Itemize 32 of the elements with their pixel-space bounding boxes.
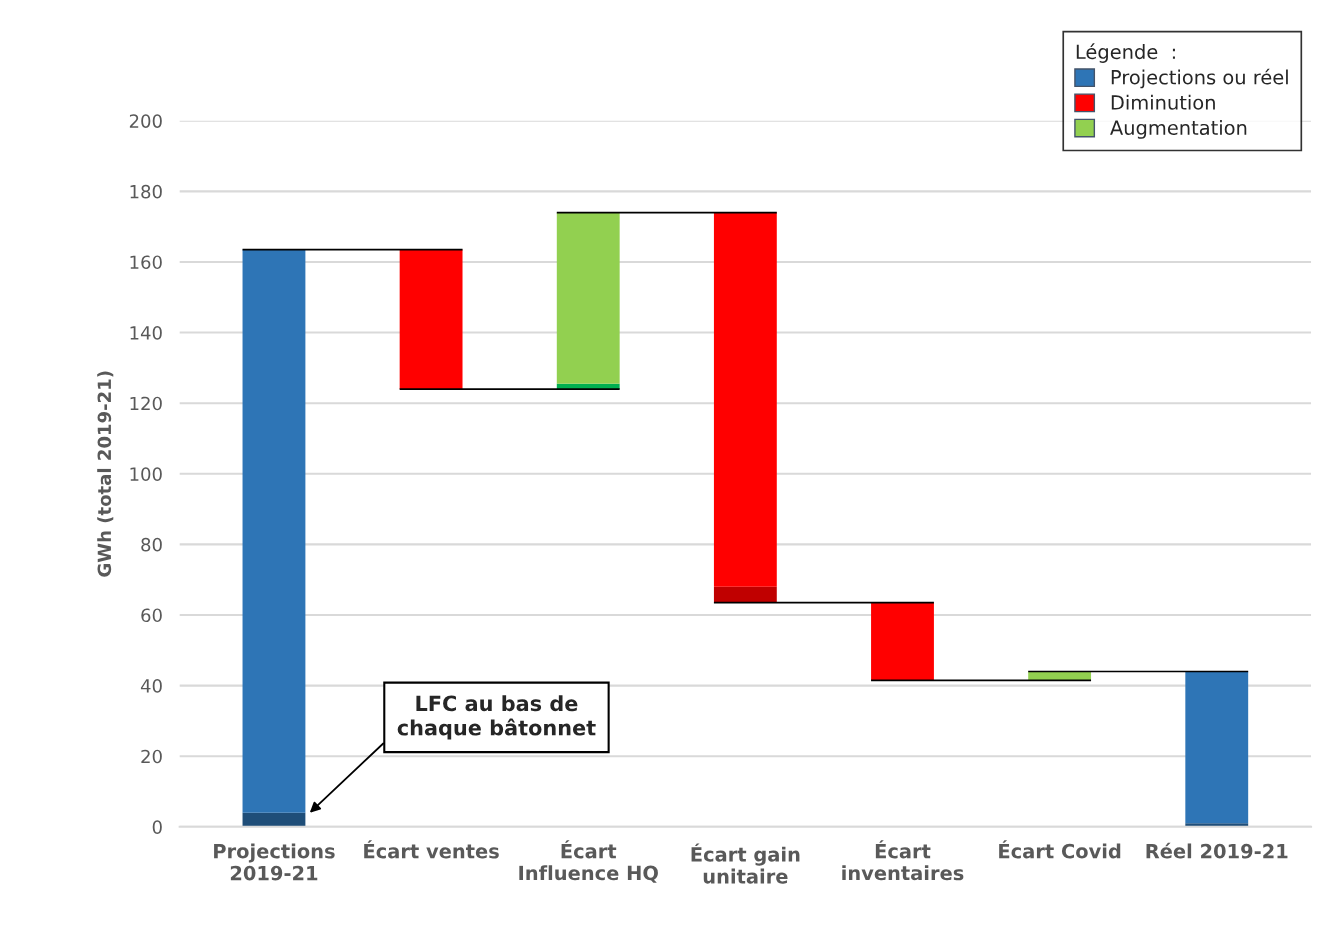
x-tick-label: Écart gain unitaire (691, 843, 800, 884)
x-tick-label: Écart Covid (999, 840, 1121, 859)
bar (713, 586, 777, 603)
bar (242, 812, 306, 827)
legend-label: Diminution (1111, 94, 1215, 110)
bar (556, 212, 620, 384)
y-tick-label: 20 (141, 749, 162, 764)
bar (242, 249, 306, 813)
y-tick-label: 0 (152, 820, 162, 834)
x-tick-label: Écart Influence HQ (519, 840, 658, 883)
y-tick-label: 140 (130, 326, 162, 340)
y-tick-label: 80 (141, 537, 162, 552)
bar (399, 249, 463, 390)
bar (713, 212, 777, 587)
y-tick-label: 200 (129, 114, 162, 128)
y-tick-label: 100 (130, 467, 162, 481)
y-tick-label: 180 (130, 184, 162, 199)
legend-label: Projections ou réel (1111, 68, 1288, 89)
annotation: LFC au bas de chaque bâtonnet (397, 695, 596, 740)
y-tick-label: 40 (140, 679, 162, 693)
bar (871, 602, 934, 681)
y-tick-label: 60 (141, 608, 162, 623)
x-tick-label: Projections 2019-21 (214, 843, 335, 881)
y-axis-title: GWh (total 2019-21) (97, 371, 114, 577)
x-tick-label: Réel 2019-21 (1146, 842, 1288, 859)
legend-title: Légende : (1076, 43, 1175, 63)
bar (1185, 671, 1249, 824)
legend-label: Augmentation (1110, 120, 1247, 139)
y-tick-label: 120 (130, 396, 162, 411)
x-tick-label: Écart ventes (364, 840, 499, 859)
y-tick-label: 160 (130, 255, 162, 270)
x-tick-label: Écart inventaires (842, 840, 964, 881)
